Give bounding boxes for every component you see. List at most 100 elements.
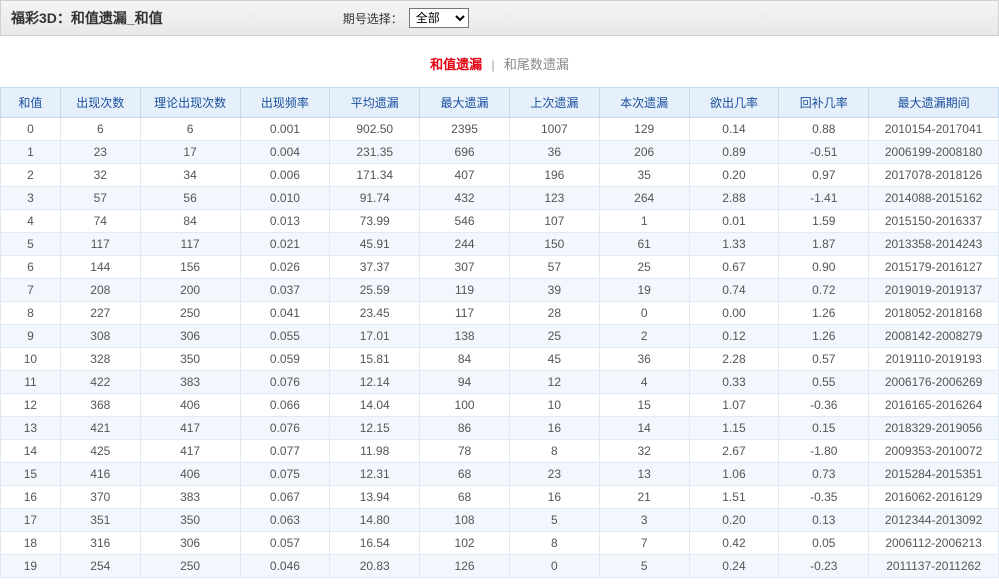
table-cell: 350: [140, 348, 240, 371]
table-cell: 328: [60, 348, 140, 371]
column-header[interactable]: 出现频率: [240, 88, 330, 118]
table-cell: 0.74: [689, 279, 779, 302]
table-cell: 0.006: [240, 164, 330, 187]
table-cell: 86: [420, 417, 510, 440]
table-cell: 0.57: [779, 348, 869, 371]
column-header[interactable]: 欲出几率: [689, 88, 779, 118]
table-cell: 8: [509, 532, 599, 555]
table-cell: 19: [1, 555, 61, 578]
table-cell: 2.88: [689, 187, 779, 210]
table-cell: 15: [1, 463, 61, 486]
table-cell: 0.89: [689, 141, 779, 164]
column-header[interactable]: 本次遗漏: [599, 88, 689, 118]
table-cell: 37.37: [330, 256, 420, 279]
table-cell: 171.34: [330, 164, 420, 187]
column-header[interactable]: 理论出现次数: [140, 88, 240, 118]
table-cell: 0.72: [779, 279, 869, 302]
table-cell: 13: [1, 417, 61, 440]
table-cell: 421: [60, 417, 140, 440]
table-cell: 16.54: [330, 532, 420, 555]
table-cell: 25: [509, 325, 599, 348]
table-cell: 1.06: [689, 463, 779, 486]
table-cell: 0.046: [240, 555, 330, 578]
table-cell: 383: [140, 371, 240, 394]
table-cell: 2012344-2013092: [869, 509, 999, 532]
column-header[interactable]: 最大遗漏期间: [869, 88, 999, 118]
table-row: 103283500.05915.818445362.280.572019110-…: [1, 348, 999, 371]
table-cell: 2019110-2019193: [869, 348, 999, 371]
table-cell: 57: [60, 187, 140, 210]
table-cell: 5: [599, 555, 689, 578]
table-cell: 138: [420, 325, 510, 348]
column-header[interactable]: 平均遗漏: [330, 88, 420, 118]
table-cell: 1.59: [779, 210, 869, 233]
table-row: 183163060.05716.54102870.420.052006112-2…: [1, 532, 999, 555]
table-cell: 117: [140, 233, 240, 256]
table-cell: 1.15: [689, 417, 779, 440]
table-cell: 17: [140, 141, 240, 164]
table-cell: 2018052-2018168: [869, 302, 999, 325]
table-cell: 23: [509, 463, 599, 486]
column-header[interactable]: 出现次数: [60, 88, 140, 118]
table-cell: 227: [60, 302, 140, 325]
table-cell: 2006199-2008180: [869, 141, 999, 164]
column-header[interactable]: 最大遗漏: [420, 88, 510, 118]
table-cell: 144: [60, 256, 140, 279]
table-cell: 6: [1, 256, 61, 279]
tabs-row: 和值遗漏 | 和尾数遗漏: [0, 36, 999, 87]
column-header[interactable]: 回补几率: [779, 88, 869, 118]
tab-sum-miss[interactable]: 和值遗漏: [430, 57, 482, 72]
column-header[interactable]: 和值: [1, 88, 61, 118]
table-cell: 19: [599, 279, 689, 302]
table-cell: 0.24: [689, 555, 779, 578]
table-cell: 250: [140, 302, 240, 325]
table-cell: 123: [509, 187, 599, 210]
table-cell: 0.01: [689, 210, 779, 233]
tab-tail-miss[interactable]: 和尾数遗漏: [504, 57, 569, 72]
table-row: 123170.004231.35696362060.89-0.512006199…: [1, 141, 999, 164]
table-row: 232340.006171.34407196350.200.972017078-…: [1, 164, 999, 187]
table-cell: 0.00: [689, 302, 779, 325]
table-cell: -1.41: [779, 187, 869, 210]
table-cell: 0.05: [779, 532, 869, 555]
table-cell: 0.067: [240, 486, 330, 509]
table-cell: 0.67: [689, 256, 779, 279]
table-cell: 406: [140, 394, 240, 417]
table-row: 173513500.06314.80108530.200.132012344-2…: [1, 509, 999, 532]
table-cell: 17: [1, 509, 61, 532]
table-cell: 8: [509, 440, 599, 463]
table-cell: 0.063: [240, 509, 330, 532]
column-header[interactable]: 上次遗漏: [509, 88, 599, 118]
table-cell: 0.42: [689, 532, 779, 555]
table-cell: 1: [1, 141, 61, 164]
table-cell: 129: [599, 118, 689, 141]
table-row: 61441560.02637.3730757250.670.902015179-…: [1, 256, 999, 279]
table-cell: 1.51: [689, 486, 779, 509]
table-cell: 100: [420, 394, 510, 417]
table-cell: 150: [509, 233, 599, 256]
table-cell: 94: [420, 371, 510, 394]
table-cell: 0.73: [779, 463, 869, 486]
table-cell: 0.026: [240, 256, 330, 279]
table-cell: 10: [509, 394, 599, 417]
table-row: 134214170.07612.158616141.150.152018329-…: [1, 417, 999, 440]
table-cell: 368: [60, 394, 140, 417]
table-row: 474840.01373.9954610710.011.592015150-20…: [1, 210, 999, 233]
table-cell: 0.004: [240, 141, 330, 164]
table-cell: 370: [60, 486, 140, 509]
table-cell: 0.15: [779, 417, 869, 440]
table-cell: 23: [60, 141, 140, 164]
table-cell: 36: [599, 348, 689, 371]
table-cell: 422: [60, 371, 140, 394]
period-select[interactable]: 全部: [409, 8, 469, 28]
table-cell: 254: [60, 555, 140, 578]
table-cell: 0: [1, 118, 61, 141]
table-cell: 2015150-2016337: [869, 210, 999, 233]
table-cell: 0: [509, 555, 599, 578]
table-cell: 307: [420, 256, 510, 279]
table-row: 51171170.02145.91244150611.331.872013358…: [1, 233, 999, 256]
table-cell: 108: [420, 509, 510, 532]
table-cell: 406: [140, 463, 240, 486]
table-cell: 14.80: [330, 509, 420, 532]
table-cell: 4: [1, 210, 61, 233]
